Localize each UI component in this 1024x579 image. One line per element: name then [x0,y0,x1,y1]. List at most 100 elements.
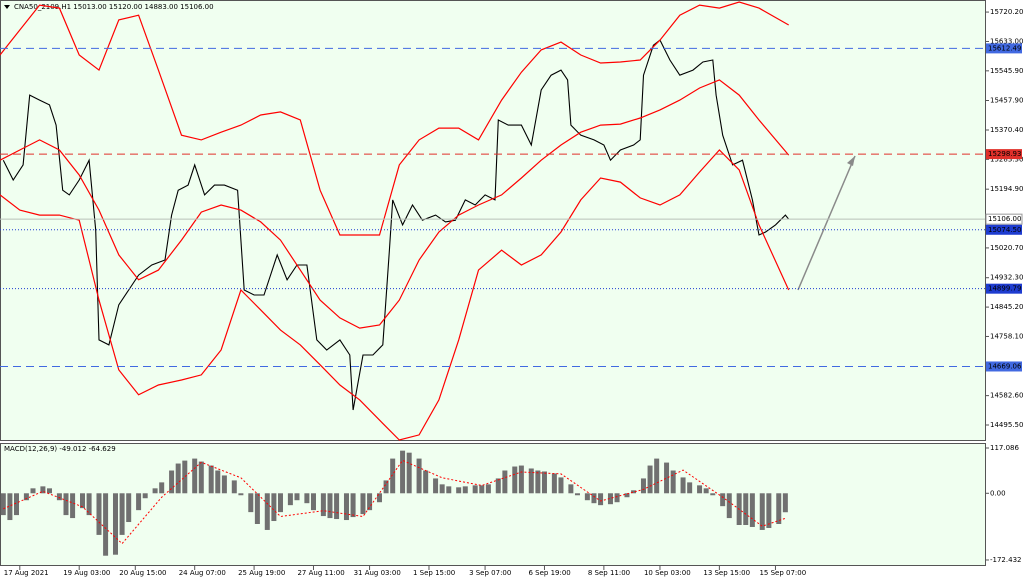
macd-bar [558,477,564,494]
y-tick-label: 14932.30 [990,274,1023,282]
x-tick-label: 27 Aug 11:00 [297,569,344,577]
macd-bar [254,493,260,524]
macd-bar [416,458,422,494]
band-line [0,149,790,441]
x-tick-label: 13 Sep 15:00 [703,569,750,577]
macd-bar [697,485,703,494]
macd-bar [584,493,590,501]
macd-bar [406,452,412,494]
panel-title: MACD(12,26,9) -49.012 -64.629 [4,445,116,453]
y-tick-label: 15283.30 [990,155,1023,163]
y-tick-label: 15020.70 [990,244,1023,252]
macd-bar [654,458,660,494]
macd-bar [343,493,349,521]
level-label-box [986,149,1022,160]
macd-bar [574,493,580,496]
macd-bar [96,493,102,535]
macd-bar [271,493,277,522]
trend-arrow [797,155,856,291]
macd-bar [518,465,524,494]
macd-bar [551,473,557,494]
macd-bar [703,488,709,494]
macd-bar [624,493,630,498]
macd-bar [294,493,300,501]
macd-bar [479,485,485,494]
macd-bar [248,493,254,513]
level-label-box [986,43,1022,54]
macd-bar [231,480,237,494]
x-tick-label: 1 Sep 15:00 [413,569,455,577]
macd-bar [726,493,732,519]
level-label: 15612.49 [988,44,1021,52]
macd-bar [304,493,310,504]
macd-bar [528,468,534,494]
level-label-box [985,213,1023,225]
y-tick-label: 15545.90 [990,67,1023,75]
macd-bar [568,484,574,494]
macd-bar [182,460,188,494]
macd-bar [13,493,19,516]
y-tick-label: 15370.40 [990,126,1023,134]
macd-bar [136,493,142,511]
macd-bar [238,493,244,496]
level-label: 15106.00 [988,215,1021,223]
macd-bar [541,471,547,494]
macd-bar [56,493,62,501]
y-tick-label: -172.432 [990,556,1021,564]
panel-title: CNA50_2109,H1 15013.00 15120.00 14883.00… [14,3,214,11]
level-label-box [986,361,1022,372]
level-label-box [986,283,1022,294]
band-line [0,79,790,329]
macd-bar [264,493,270,530]
macd-bar [310,493,316,511]
y-tick-label: 14845.20 [990,303,1023,311]
macd-bar [86,493,92,516]
macd-bar [433,478,439,494]
x-tick-label: 24 Aug 07:00 [179,569,226,577]
macd-bar [383,480,389,494]
y-tick-label: 15457.90 [990,97,1023,105]
macd-bar [79,493,85,509]
macd-bar [535,470,541,494]
x-tick-label: 6 Sep 19:00 [528,569,570,577]
y-tick-label: 15720.20 [990,8,1023,16]
macd-bar [103,493,109,556]
macd-bar [7,493,13,521]
y-tick-label: 117.086 [990,444,1019,452]
macd-bar [63,493,69,516]
x-tick-label: 8 Sep 11:00 [588,569,630,577]
macd-bar [367,493,373,511]
macd-bar [456,487,462,494]
macd-bar [446,486,452,494]
trend-arrow-head [847,156,855,166]
macd-bar [640,478,646,494]
macd-bar [710,493,716,496]
macd-bar [647,465,653,494]
macd-bar [512,466,518,494]
menu-triangle[interactable] [4,5,10,9]
macd-bar [720,493,726,507]
macd-bar [0,493,6,516]
macd-bar [112,493,118,555]
macd-bar [591,493,597,504]
macd-bar [614,493,620,503]
macd-bar [400,450,406,494]
macd-bar [670,470,676,494]
macd-bar [287,493,293,506]
macd-bar [320,493,326,517]
y-tick-label: 14758.10 [990,332,1023,340]
macd-panel [0,443,986,566]
x-tick-label: 15 Sep 07:00 [759,569,806,577]
macd-bar [687,482,693,494]
macd-bar [776,493,782,524]
price-line [2,39,790,411]
x-tick-label: 31 Aug 03:00 [354,569,401,577]
level-label: 14899.79 [988,285,1021,293]
macd-bar [277,493,283,513]
x-tick-label: 3 Sep 07:00 [469,569,511,577]
x-tick-label: 10 Sep 03:00 [644,569,691,577]
macd-bar [462,486,468,494]
macd-bar [169,470,175,494]
